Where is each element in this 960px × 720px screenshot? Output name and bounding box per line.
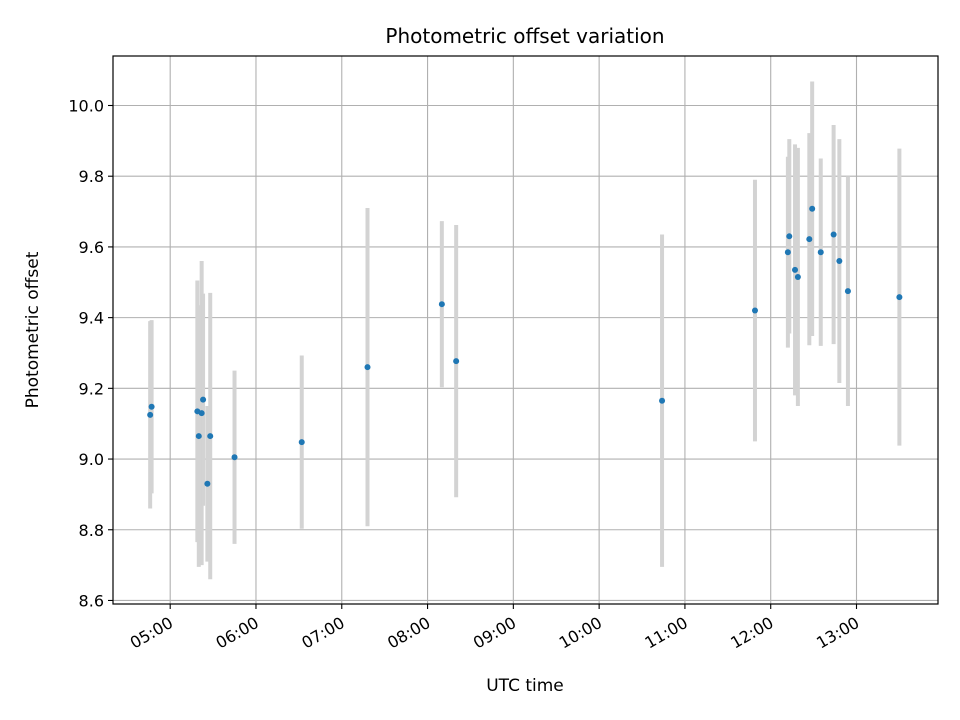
data-point [200,396,207,403]
chart-title: Photometric offset variation [385,24,664,48]
data-point [836,258,843,265]
data-point [659,397,666,404]
data-point [231,454,238,461]
data-point [198,410,205,417]
y-axis-label: Photometric offset [23,251,43,408]
data-point [438,301,445,308]
y-tick-label: 10.0 [68,96,104,115]
data-point [147,411,154,418]
data-point [453,358,460,365]
data-point [844,288,851,295]
data-point [794,273,801,280]
y-tick-label: 8.8 [79,521,104,540]
y-tick-label: 9.2 [79,379,104,398]
y-tick-label: 8.6 [79,591,104,610]
data-point [195,433,202,440]
data-point [207,433,214,440]
y-tick-label: 9.8 [79,167,104,186]
y-tick-label: 9.6 [79,238,104,257]
data-point [364,364,371,371]
plot-frame [112,55,939,605]
data-point [817,249,824,256]
y-tick-label: 9.4 [79,309,104,328]
data-point [148,403,155,410]
data-points [147,205,903,487]
data-point [204,480,211,487]
grid [113,56,938,604]
data-point [786,233,793,240]
data-point [784,249,791,256]
data-point [792,266,799,273]
data-point [298,439,305,446]
data-point [896,294,903,301]
data-point [751,307,758,314]
y-axis-ticks: 8.6 8.8 9.0 9.2 9.4 9.6 9.8 10.0 [68,96,113,610]
data-point [806,236,813,243]
y-tick-label: 9.0 [79,450,104,469]
data-point [830,231,837,238]
data-point [809,205,816,212]
x-axis-label: UTC time [486,676,564,696]
